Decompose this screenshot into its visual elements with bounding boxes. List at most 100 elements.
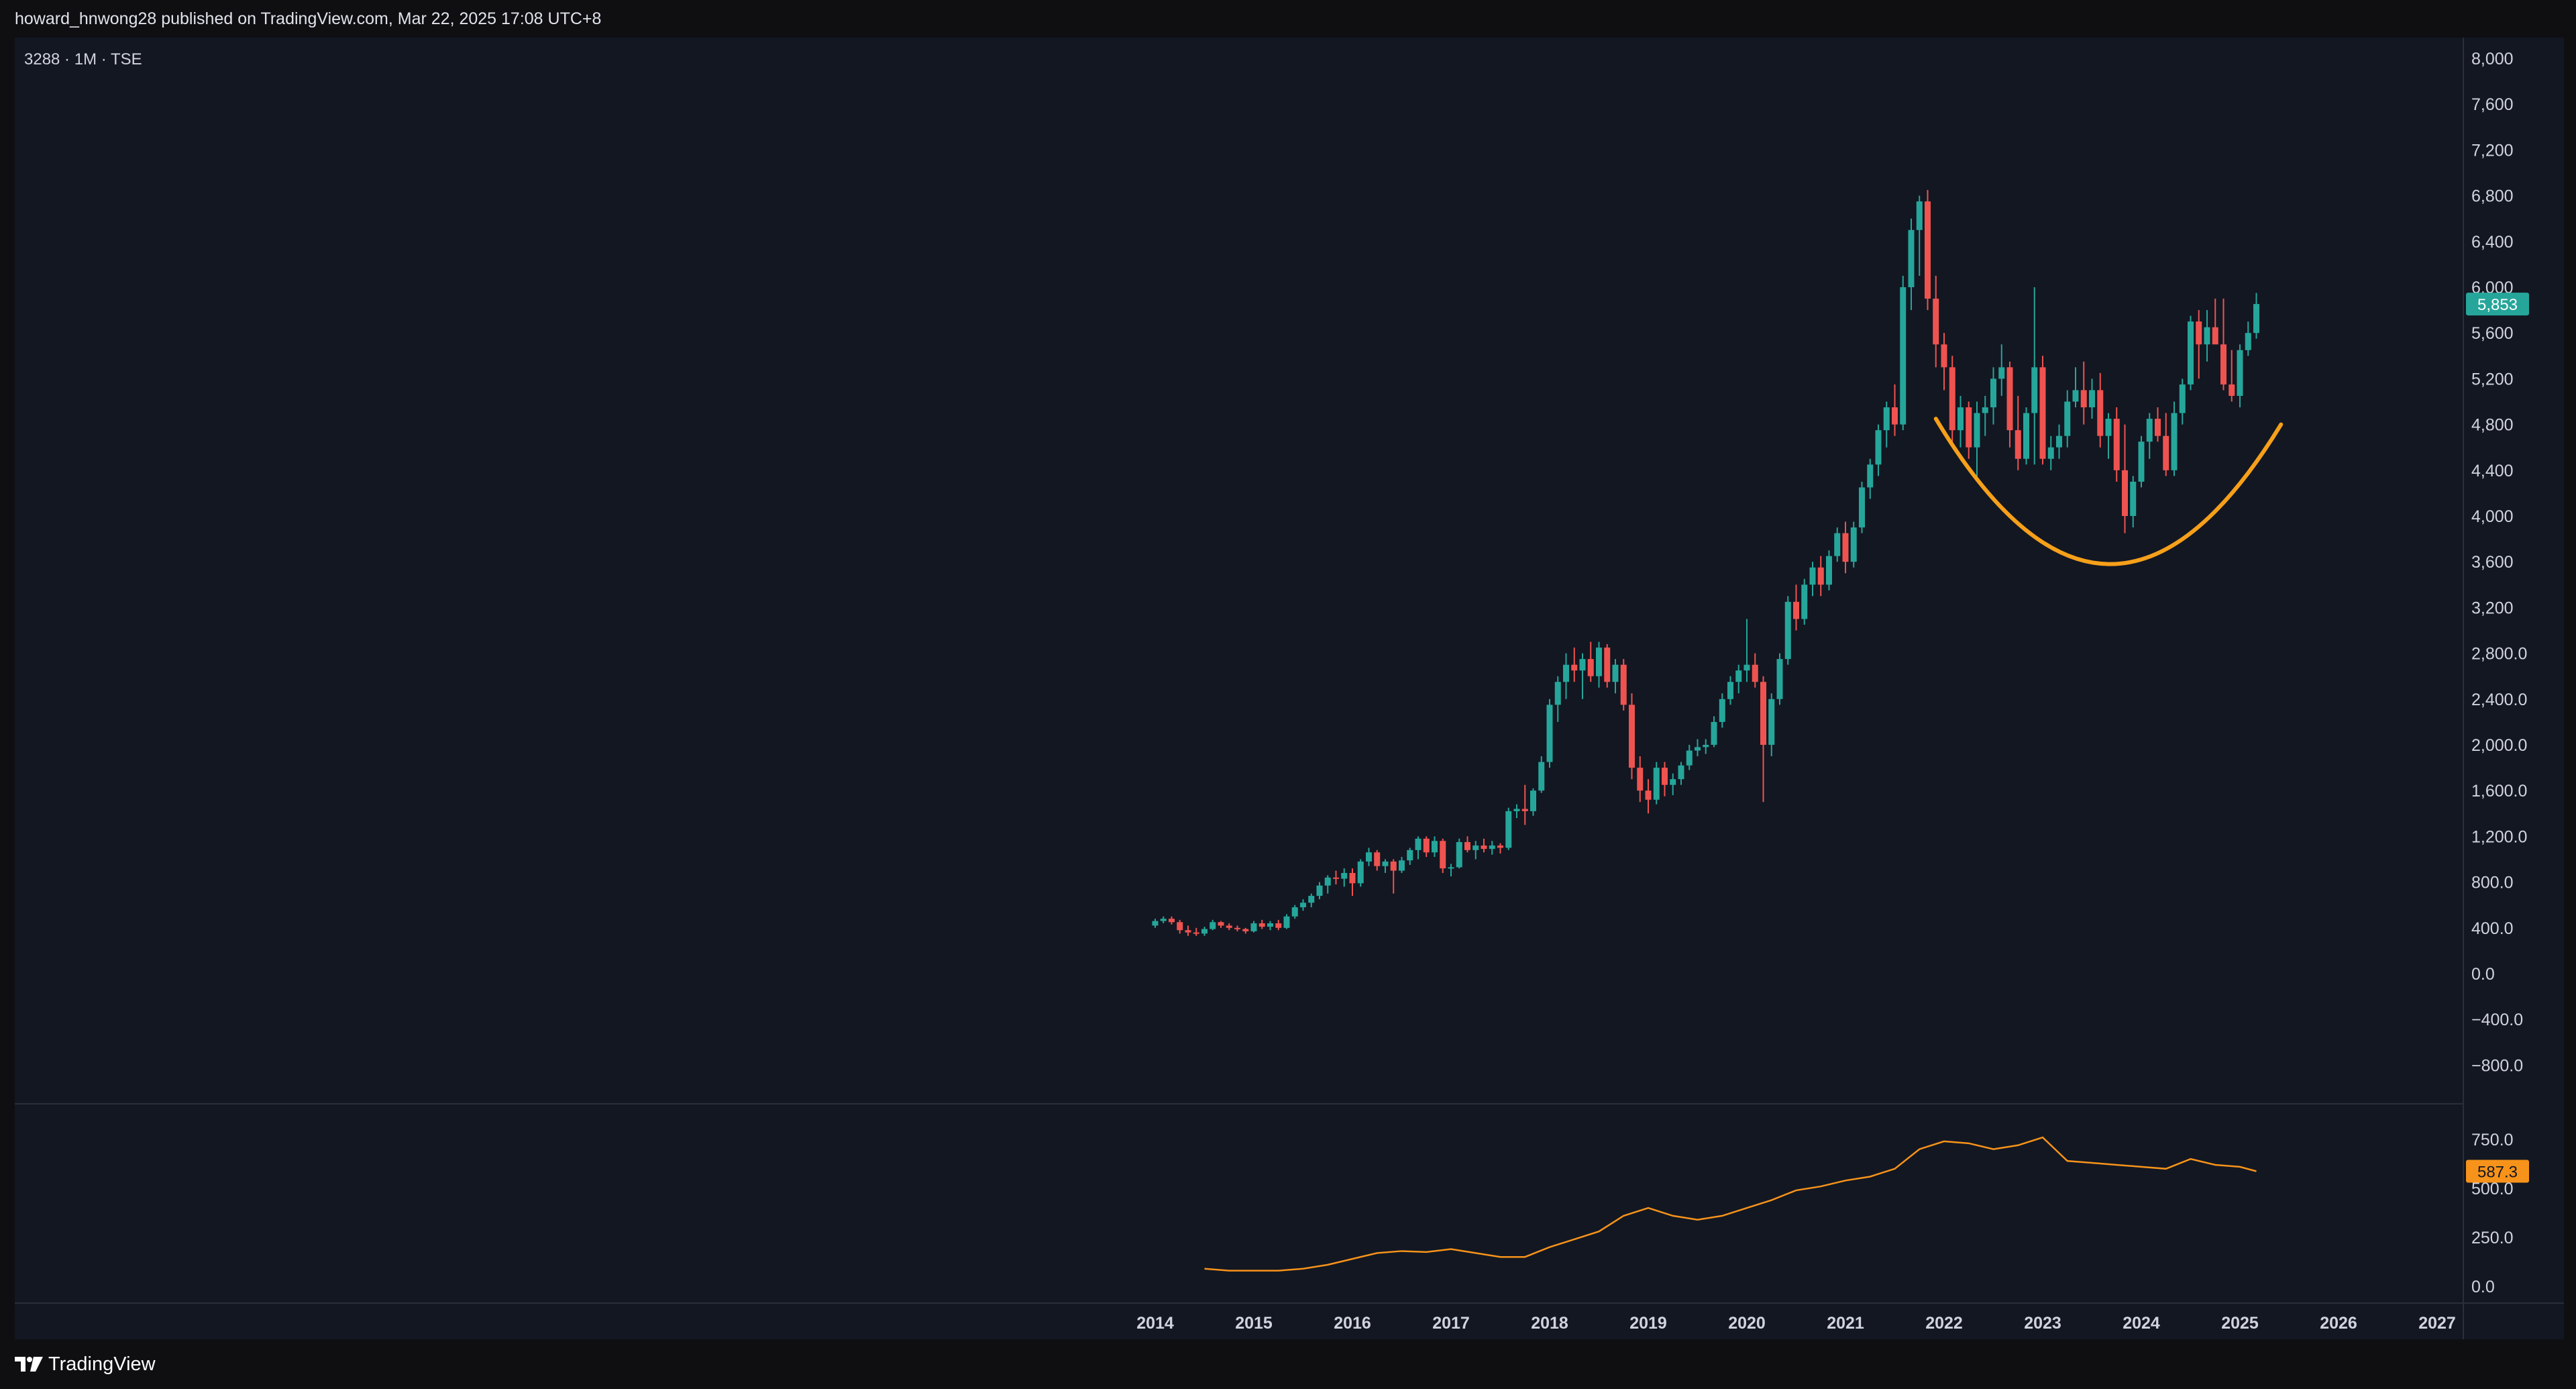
candle-body — [1489, 845, 1495, 850]
candle — [1801, 578, 1808, 625]
candle-body — [1875, 430, 1882, 465]
tradingview-logo-icon[interactable] — [13, 1355, 44, 1373]
candle-body — [1743, 664, 1750, 671]
indicator-tick-label: 750.0 — [2471, 1131, 2514, 1149]
candle-body — [1160, 919, 1167, 921]
candle-body — [2204, 327, 2210, 345]
candle — [1357, 859, 1364, 887]
chart-area[interactable]: 3288 · 1M · TSE 8,000 7,600 7,200 6,800 6,40… — [0, 38, 2576, 1339]
candle — [2006, 361, 2013, 448]
candle — [1152, 919, 1159, 928]
candle-body — [1653, 768, 1660, 800]
candle-body — [1941, 344, 1947, 368]
candle — [1908, 218, 1915, 311]
candle — [1776, 653, 1783, 705]
candle — [1382, 859, 1389, 873]
candle — [1949, 356, 1955, 448]
candle-body — [1193, 932, 1199, 934]
candle — [1366, 847, 1372, 866]
candle — [1210, 919, 1216, 931]
candle — [1596, 641, 1602, 688]
candle — [2047, 435, 2054, 470]
candle — [1784, 596, 1791, 665]
candle — [1620, 659, 1627, 711]
price-tick-label: 5,600 — [2471, 324, 2514, 343]
candle — [1513, 804, 1520, 819]
candle — [1678, 762, 1684, 785]
time-scale-background[interactable] — [15, 1303, 2564, 1339]
candle-body — [1645, 790, 1652, 800]
candle-body — [2188, 321, 2194, 384]
candle — [1415, 836, 1421, 860]
candle — [1743, 619, 1750, 682]
candle-body — [2220, 344, 2226, 384]
indicator-axis-ticks: 750.0 500.0 250.0 0.0 — [2471, 1131, 2514, 1296]
candle — [1916, 195, 1923, 276]
candle — [2220, 299, 2226, 391]
cup-annotation[interactable] — [1933, 417, 2284, 566]
candle — [1497, 843, 1503, 854]
candle-body — [1966, 407, 1972, 448]
candle-body — [1423, 838, 1430, 853]
candle — [1201, 927, 1208, 936]
price-scale-background[interactable] — [2463, 38, 2564, 1303]
candle-body — [1793, 601, 1799, 619]
candle — [1859, 481, 1865, 533]
candle-body — [1456, 841, 1462, 868]
indicator-series — [1204, 1136, 2257, 1272]
candle — [1258, 919, 1265, 929]
candle — [2064, 390, 2071, 448]
candle-body — [1275, 923, 1282, 928]
candle — [1637, 756, 1644, 803]
candle-body — [1612, 664, 1619, 682]
candle-body — [1784, 601, 1791, 660]
candle-body — [1152, 921, 1159, 926]
candle-body — [1169, 919, 1175, 923]
candle-body — [2122, 470, 2128, 516]
indicator-tick-label: 0.0 — [2471, 1278, 2495, 1296]
price-pane-background[interactable] — [15, 38, 2463, 1104]
candle — [1464, 836, 1470, 853]
candle — [1160, 916, 1167, 923]
candle-body — [1933, 299, 1939, 345]
price-tick-label: 8,000 — [2471, 50, 2514, 68]
candle-body — [1916, 201, 1923, 230]
candle-body — [2196, 321, 2202, 345]
symbol-label: 3288 · 1M · TSE — [24, 50, 142, 68]
candle — [1900, 275, 1907, 431]
candle — [1242, 927, 1249, 934]
candle — [1793, 584, 1799, 631]
candle-body — [2015, 430, 2021, 459]
candle-body — [1620, 664, 1627, 705]
candle-body — [2023, 413, 2029, 459]
candle — [2023, 407, 2029, 465]
candle — [1645, 779, 1652, 814]
brand-name[interactable]: TradingView — [48, 1353, 156, 1375]
price-tick-label: 5,200 — [2471, 370, 2514, 389]
candle — [2056, 424, 2062, 459]
candle-body — [1185, 930, 1191, 933]
candle — [1571, 648, 1578, 682]
candle — [2097, 372, 2104, 448]
candle — [2080, 361, 2087, 425]
candle — [2212, 299, 2218, 345]
year-tick-label: 2015 — [1235, 1314, 1273, 1333]
candle-body — [1497, 845, 1503, 848]
price-tick-label: 4,400 — [2471, 462, 2514, 480]
indicator-line — [1204, 1136, 2257, 1272]
year-tick-label: 2023 — [2024, 1314, 2061, 1333]
candle-body — [1596, 648, 1602, 676]
candle — [1432, 836, 1438, 858]
candle-body — [2130, 481, 2137, 516]
candle-body — [2253, 304, 2259, 333]
candle-body — [1735, 670, 1742, 682]
candle-body — [2138, 442, 2145, 482]
price-tick-label: 7,200 — [2471, 141, 2514, 160]
candle — [1185, 925, 1191, 936]
price-tick-label: 3,600 — [2471, 553, 2514, 572]
indicator-pane-background[interactable] — [15, 1104, 2463, 1303]
candle-body — [1349, 872, 1356, 884]
year-tick-label: 2022 — [1925, 1314, 1963, 1333]
candle — [1563, 653, 1569, 699]
